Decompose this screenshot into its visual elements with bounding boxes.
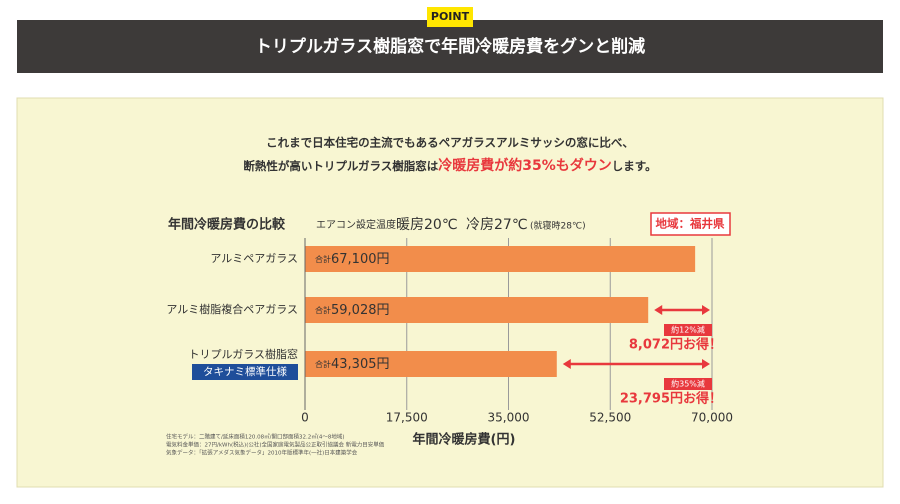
arrow-head xyxy=(702,305,710,315)
category-badge-label: タキナミ標準仕様 xyxy=(203,365,287,378)
x-axis-label: 年間冷暖房費(円) xyxy=(413,432,516,448)
value-prefix: 合計 xyxy=(315,359,331,369)
condition-label: エアコン設定温度 xyxy=(316,218,396,231)
value-text: 43,305円 xyxy=(331,357,390,372)
value-text: 59,028円 xyxy=(331,303,390,318)
intro-text: 断熱性が高いトリプルガラス樹脂窓は xyxy=(243,159,438,173)
x-tick-label: 52,500 xyxy=(589,411,631,425)
savings-percent: 約12%減 xyxy=(671,325,705,335)
value-prefix: 合計 xyxy=(315,254,331,264)
category-badge xyxy=(192,364,298,380)
intro-highlight: 冷暖房費が約35%もダウン xyxy=(438,157,612,174)
x-tick-label: 70,000 xyxy=(691,411,733,425)
region-badge xyxy=(650,212,731,236)
percent-badge xyxy=(664,378,712,390)
note: 電気料金単価：27円/kWh(税込)(公社)全国家庭電気製品公正取引協議会 新電… xyxy=(166,441,385,449)
category-label: アルミペアガラス xyxy=(210,252,298,265)
value-label: 合計59,028円 xyxy=(315,303,390,318)
bar xyxy=(305,246,696,272)
value-label: 合計43,305円 xyxy=(315,357,390,372)
condition-night: (就寝時28℃) xyxy=(530,220,586,232)
savings-amount: 8,072円お得！ xyxy=(629,337,722,353)
intro-line: これまで日本住宅の主流でもあるペアガラスアルミサッシの窓に比べ、 xyxy=(266,136,634,150)
header-bar xyxy=(17,20,883,73)
x-tick-label: 17,500 xyxy=(386,411,428,425)
point-tag xyxy=(427,7,473,27)
arrow-head xyxy=(654,305,663,315)
condition-heating: 暖房20℃ xyxy=(396,217,458,233)
value-label: 合計67,100円 xyxy=(315,252,390,267)
value-prefix: 合計 xyxy=(315,305,331,315)
x-tick-label: 0 xyxy=(301,411,309,425)
arrow-head xyxy=(702,359,710,369)
bar xyxy=(305,297,649,323)
bar xyxy=(305,351,557,377)
region-label: 地域：福井県 xyxy=(656,217,725,231)
panel xyxy=(16,97,884,488)
point-label: POINT xyxy=(431,10,470,23)
arrow-head xyxy=(562,359,571,369)
note: 気象データ：「拡張アメダス気象データ」2010年版標準年(一社)日本建築学会 xyxy=(166,449,358,457)
savings-percent: 約35%減 xyxy=(671,379,705,389)
intro-text: します。 xyxy=(612,159,657,173)
condition-cooling: 冷房27℃ xyxy=(466,217,528,233)
x-tick-label: 35,000 xyxy=(488,411,530,425)
category-label: アルミ樹脂複合ペアガラス xyxy=(166,302,298,316)
intro-line: 断熱性が高いトリプルガラス樹脂窓は冷暖房費が約35%もダウンします。 xyxy=(243,157,656,174)
header-title: トリプルガラス樹脂窓で年間冷暖房費をグンと削減 xyxy=(255,36,645,57)
percent-badge xyxy=(664,324,712,336)
value-text: 67,100円 xyxy=(331,252,390,267)
chart-title: 年間冷暖房費の比較 xyxy=(168,217,286,233)
note: 住宅モデル：二階建て/延床面積120.08㎡/開口部面積32.2㎡(4〜8地域) xyxy=(166,433,345,441)
category-label: トリプルガラス樹脂窓 xyxy=(189,347,298,361)
savings-amount: 23,795円お得！ xyxy=(620,391,722,407)
